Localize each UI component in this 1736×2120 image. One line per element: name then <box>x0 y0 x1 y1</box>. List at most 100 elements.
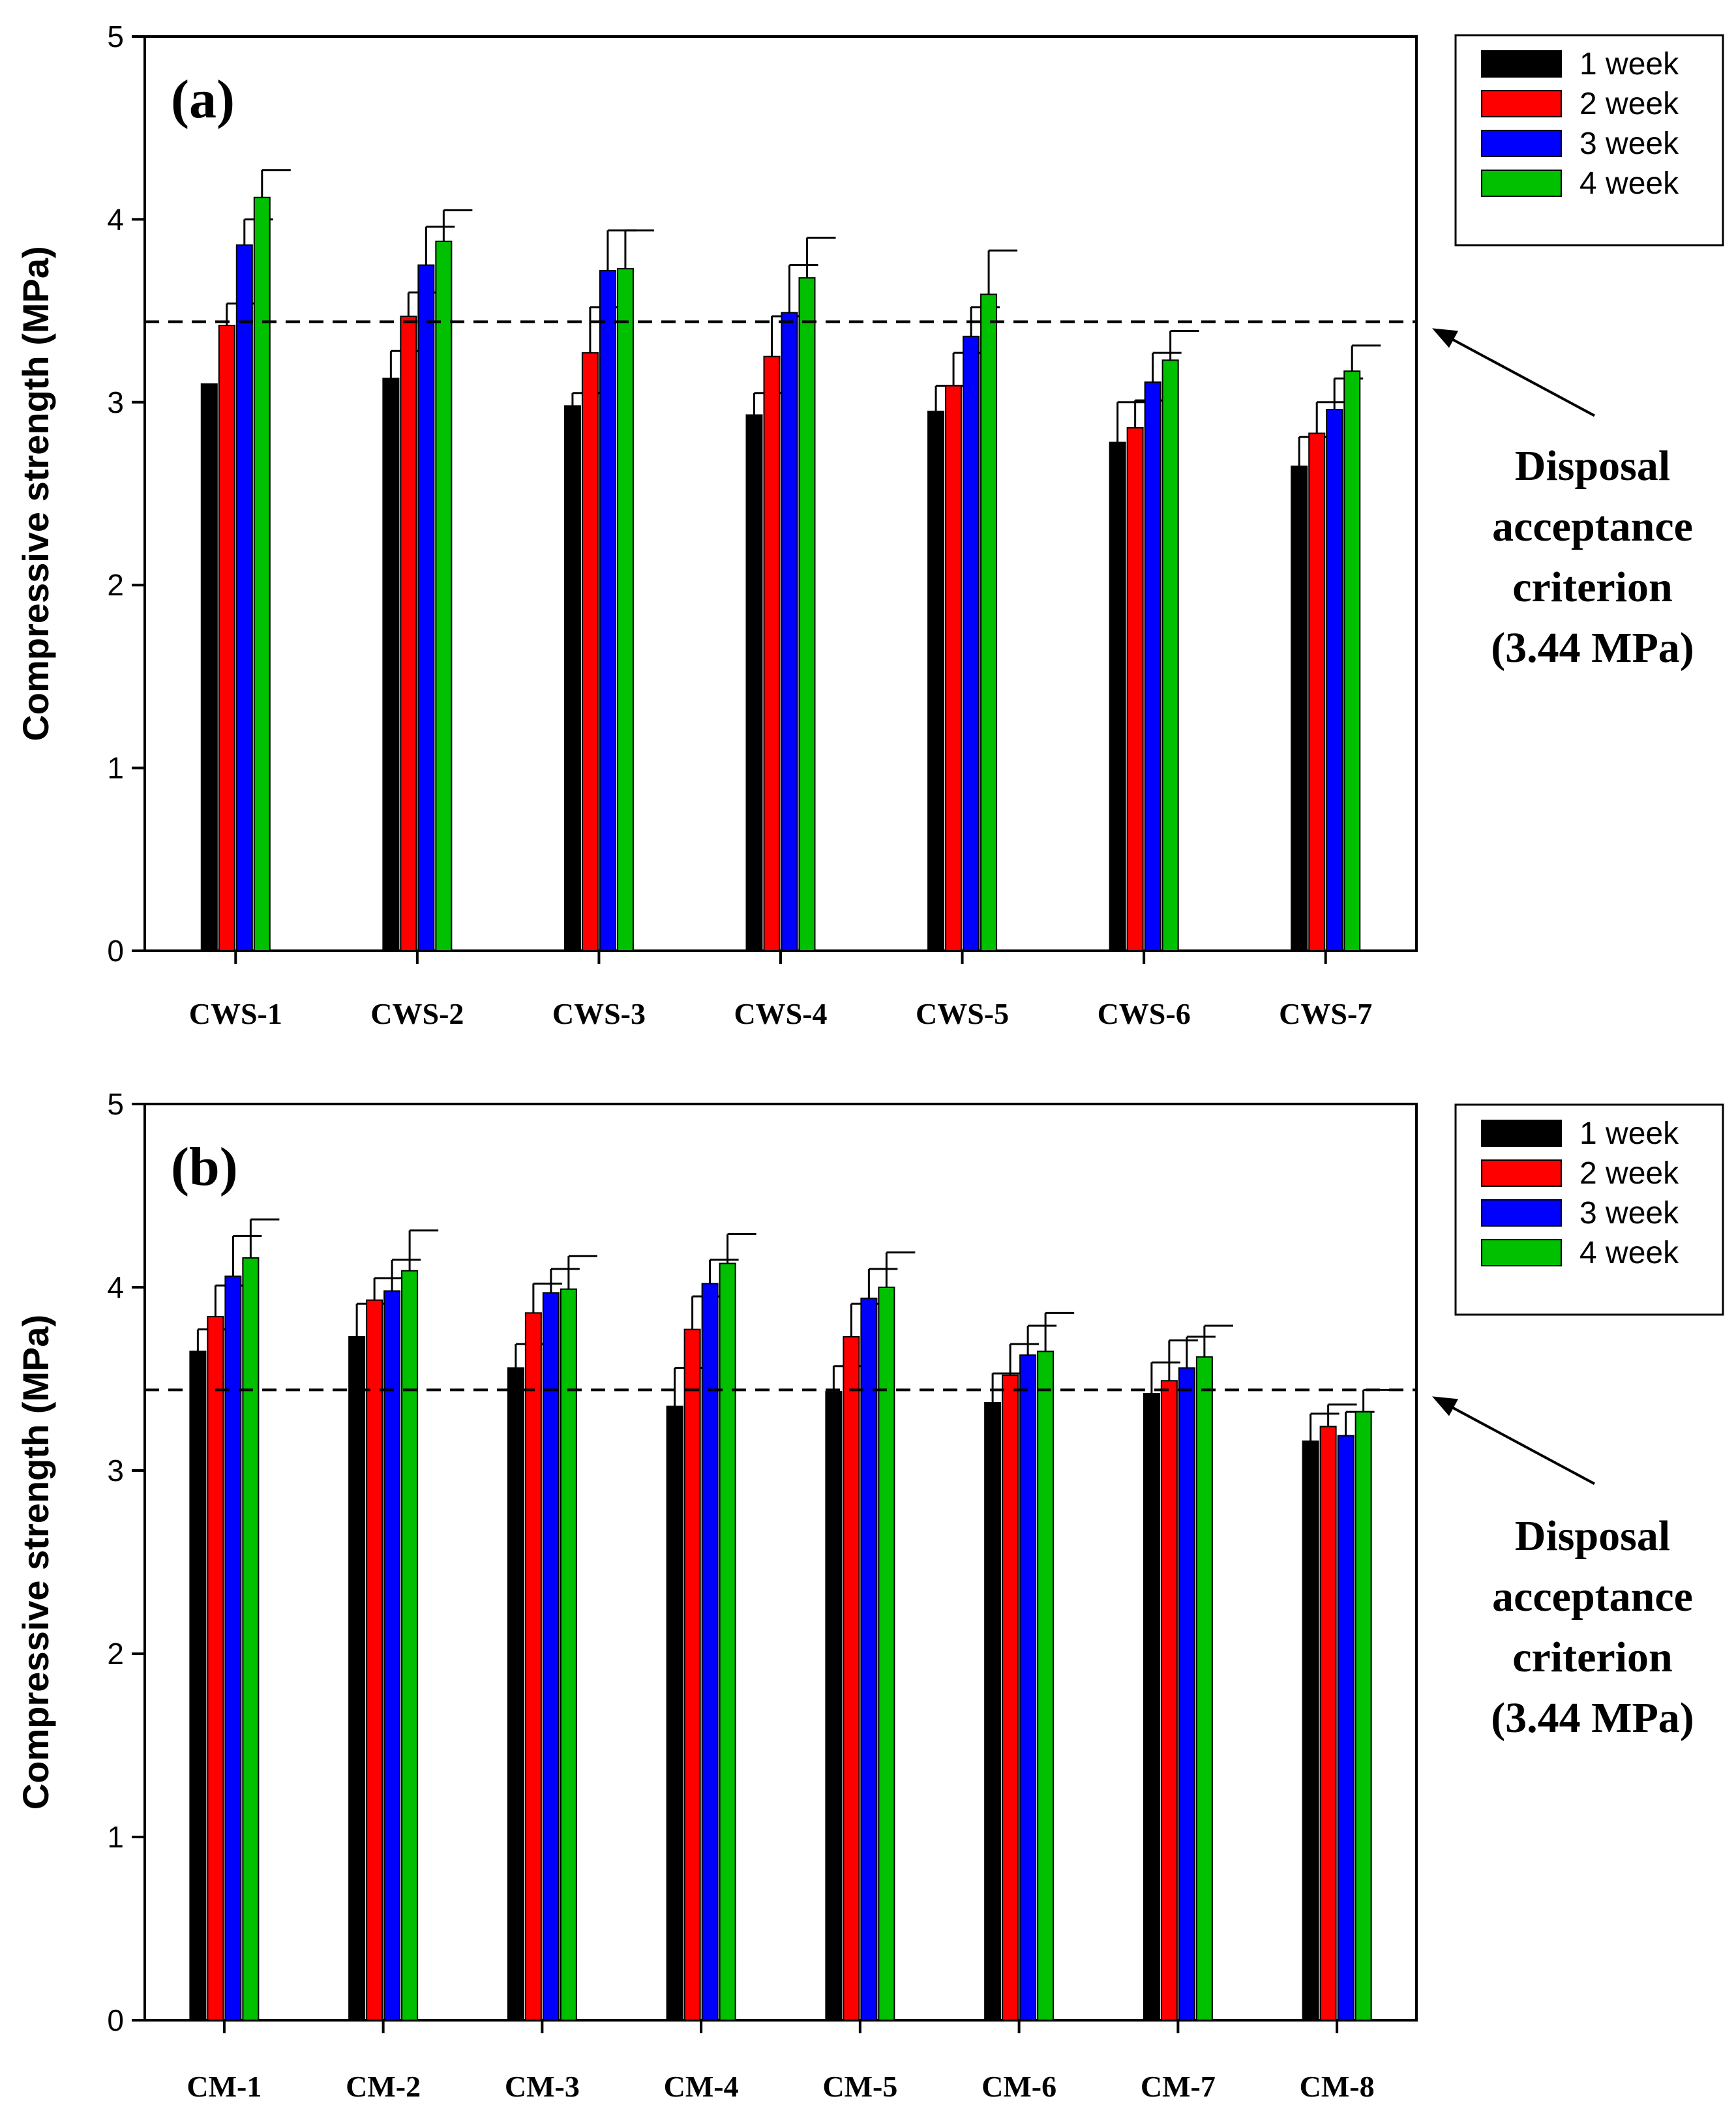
legend-label: 2 week <box>1579 87 1679 121</box>
category-label: CM-5 <box>822 2070 897 2103</box>
category-label: CM-7 <box>1141 2070 1216 2103</box>
category-label: CWS-2 <box>370 997 464 1030</box>
bar <box>666 1405 683 2021</box>
bar <box>1302 1441 1319 2022</box>
bar <box>218 325 235 952</box>
annotation-text: Disposal <box>1515 442 1670 490</box>
legend-label: 4 week <box>1579 166 1679 201</box>
category-label: CWS-3 <box>552 997 646 1030</box>
bar <box>745 414 763 951</box>
y-tick-label: 3 <box>107 1454 124 1487</box>
annotation-text: criterion <box>1512 563 1673 611</box>
bar <box>980 293 998 951</box>
legend: 1 week 2 week 3 week 4 week <box>1454 34 1724 246</box>
legend-label: 1 week <box>1579 47 1679 82</box>
category-label: CWS-6 <box>1098 997 1191 1030</box>
bar <box>382 378 400 951</box>
y-tick-label: 3 <box>107 385 124 419</box>
category-label: CM-6 <box>981 2070 1056 2103</box>
category-label: CWS-1 <box>189 997 282 1030</box>
chart-panel-2: 0 1 2 3 4 5 Compressive strength (MPa) (b) CM-1 C… <box>15 1087 1724 2103</box>
bar <box>1002 1374 1019 2021</box>
legend-swatch <box>1481 1120 1562 1147</box>
bar <box>200 383 218 951</box>
category-label: CM-3 <box>505 2070 580 2103</box>
annotation-text: (3.44 MPa) <box>1491 624 1694 672</box>
bar <box>878 1287 895 2021</box>
annotation-text: acceptance <box>1492 503 1693 550</box>
bar <box>945 385 963 951</box>
bar <box>1160 1380 1178 2022</box>
bar <box>1195 1356 1213 2021</box>
bar <box>224 1276 242 2021</box>
bar <box>383 1290 401 2021</box>
category-label: CWS-5 <box>916 997 1009 1030</box>
bar <box>1144 381 1161 951</box>
bar <box>1126 427 1144 951</box>
y-tick-label: 1 <box>107 751 124 785</box>
bar <box>400 316 417 951</box>
bar <box>763 355 781 951</box>
annotation-text: Disposal <box>1515 1512 1670 1560</box>
annotation-text: (3.44 MPa) <box>1491 1694 1694 1742</box>
legend: 1 week 2 week 3 week 4 week <box>1454 1103 1724 1316</box>
annotation-arrow-line <box>1443 1401 1595 1485</box>
legend-swatch <box>1481 1159 1562 1187</box>
y-tick-label: 0 <box>107 934 124 968</box>
legend-label: 4 week <box>1579 1236 1679 1270</box>
bar <box>507 1367 524 2021</box>
bar <box>1326 409 1343 951</box>
annotation-arrow-head <box>1432 1396 1458 1416</box>
legend-label: 3 week <box>1579 127 1679 161</box>
bar <box>1343 370 1361 951</box>
y-axis-title: Compressive strength (MPa) <box>15 1315 56 1810</box>
bar <box>683 1328 701 2021</box>
bar <box>401 1270 419 2021</box>
bar <box>1319 1426 1337 2022</box>
annotation-text: criterion <box>1512 1634 1673 1681</box>
bar <box>1037 1351 1055 2022</box>
legend-label: 3 week <box>1579 1196 1679 1231</box>
category-label: CM-1 <box>187 2070 262 2103</box>
bar <box>366 1299 383 2021</box>
legend-swatch <box>1481 1239 1562 1266</box>
bar <box>417 264 435 951</box>
bar <box>581 352 599 951</box>
legend-label: 1 week <box>1579 1116 1679 1151</box>
bar <box>701 1283 719 2021</box>
bar <box>1109 441 1126 951</box>
bar <box>1161 359 1179 951</box>
panel-label: (a) <box>171 69 235 130</box>
bar <box>348 1336 366 2022</box>
category-label: CM-8 <box>1300 2070 1375 2103</box>
bar <box>798 277 816 951</box>
y-tick-label: 1 <box>107 1820 124 1854</box>
annotation-arrow-head <box>1432 328 1458 348</box>
bar <box>563 405 581 951</box>
legend-label: 2 week <box>1579 1156 1679 1191</box>
y-tick-label: 4 <box>107 202 124 236</box>
bar <box>719 1262 736 2021</box>
bar <box>616 268 634 951</box>
y-tick-label: 2 <box>107 568 124 602</box>
bar <box>860 1297 878 2021</box>
plot-frame <box>143 1103 1418 2022</box>
bar <box>242 1257 260 2021</box>
bar <box>1178 1367 1195 2021</box>
y-tick-label: 5 <box>107 20 124 53</box>
bar <box>189 1351 207 2022</box>
bar <box>207 1315 224 2021</box>
y-tick-label: 2 <box>107 1637 124 1671</box>
bar <box>1019 1354 1037 2021</box>
bar <box>1291 465 1308 951</box>
bar <box>927 410 945 951</box>
bar <box>1143 1392 1160 2021</box>
bar <box>235 244 253 951</box>
annotation-arrow-line <box>1443 333 1595 417</box>
bar <box>435 241 453 952</box>
bar <box>1354 1411 1372 2022</box>
legend-swatch <box>1481 170 1562 197</box>
annotation-text: acceptance <box>1492 1573 1693 1620</box>
category-label: CWS-7 <box>1279 997 1372 1030</box>
